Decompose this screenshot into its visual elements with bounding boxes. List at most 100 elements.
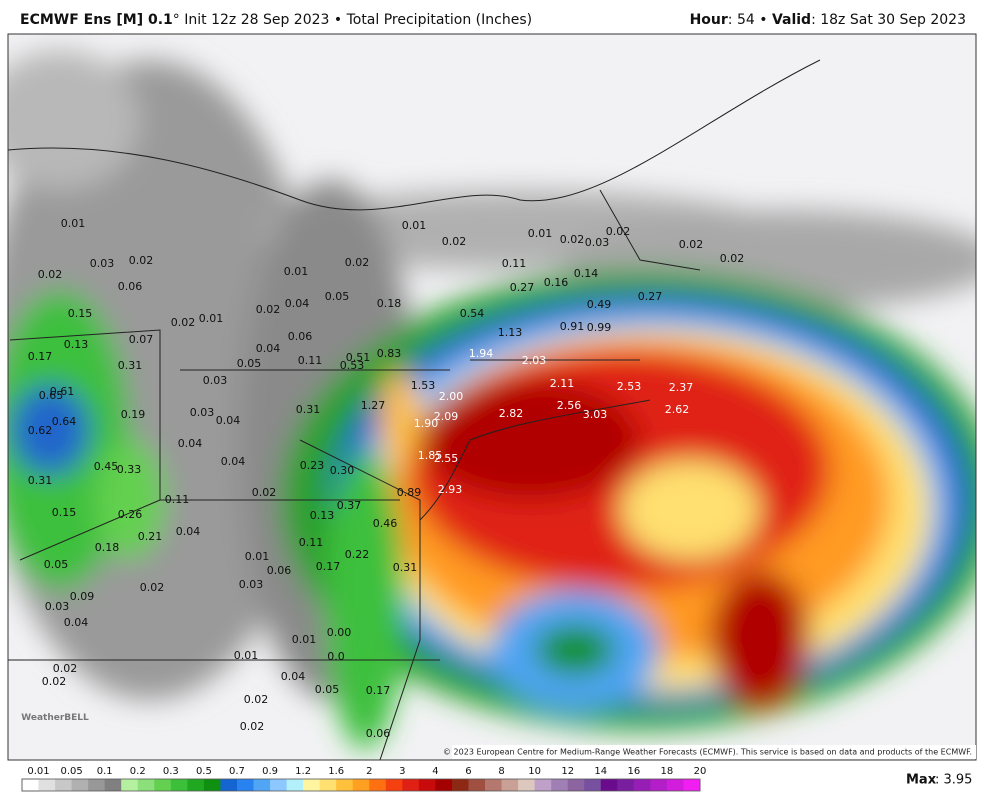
- scale-swatch: [369, 779, 387, 791]
- copyright-bg: [452, 745, 976, 759]
- precip-label: 0.13: [64, 338, 89, 351]
- scale-swatch: [187, 779, 205, 791]
- max-label: Max: [906, 773, 937, 788]
- scale-swatch: [650, 779, 668, 791]
- precip-label: 0.02: [129, 254, 154, 267]
- scale-swatch: [203, 779, 221, 791]
- precip-label: 0.11: [298, 354, 323, 367]
- scale-swatch: [683, 779, 701, 791]
- scale-swatch: [551, 779, 569, 791]
- precip-label: 1.85: [418, 449, 443, 462]
- scale-swatch: [236, 779, 255, 791]
- scale-label: 3: [399, 766, 405, 777]
- precip-label: 3.03: [583, 408, 608, 421]
- precip-label: 0.02: [345, 256, 370, 269]
- precip-label: 2.56: [557, 399, 582, 412]
- precip-label: 0.49: [587, 298, 612, 311]
- precip-label: 0.02: [252, 486, 277, 499]
- scale-swatch: [137, 779, 155, 791]
- precip-label: 0.01: [528, 227, 553, 240]
- precip-label: 0.02: [606, 225, 631, 238]
- precip-label: 0.14: [574, 267, 599, 280]
- scale-label: 0.9: [262, 766, 278, 777]
- precip-label: 2.93: [438, 483, 463, 496]
- precip-label: 0.01: [284, 265, 309, 278]
- precip-label: 0.02: [53, 662, 78, 675]
- precip-label: 0.03: [90, 257, 115, 270]
- precip-label: 0.0: [327, 650, 345, 663]
- precip-label: 0.18: [377, 297, 402, 310]
- scale-swatch: [71, 779, 89, 791]
- precip-label: 0.16: [544, 276, 569, 289]
- scale-label: 8: [498, 766, 504, 777]
- precip-label: 0.01: [292, 633, 317, 646]
- precip-label: 0.23: [300, 459, 325, 472]
- precip-label: 0.11: [299, 536, 324, 549]
- valid-label: Valid: [771, 12, 812, 28]
- precip-label: 0.31: [28, 474, 53, 487]
- precip-label: 0.03: [585, 236, 610, 249]
- precip-label: 0.05: [44, 558, 69, 571]
- scale-swatch: [319, 779, 337, 791]
- precip-label: 0.04: [281, 670, 306, 683]
- logo: WeatherBELL: [21, 713, 89, 723]
- precip-label: 0.06: [288, 330, 313, 343]
- precip-label: 0.05: [325, 290, 350, 303]
- scale-swatch: [584, 779, 602, 791]
- precip-label: 0.53: [340, 359, 365, 372]
- scale-label: 4: [432, 766, 438, 777]
- model-name: ECMWF Ens [M] 0.1: [20, 12, 173, 28]
- precip-label: 0.04: [216, 414, 241, 427]
- precip-label: 0.01: [61, 217, 86, 230]
- precip-label: 0.51: [346, 351, 371, 364]
- scale-swatch: [468, 779, 486, 791]
- scale-label: 16: [627, 766, 640, 777]
- precip-label: 0.11: [165, 493, 190, 506]
- scale-label: 0.2: [130, 766, 146, 777]
- precip-label: 1.90: [414, 417, 439, 430]
- precip-label: 0.01: [245, 550, 270, 563]
- precip-label: 0.02: [140, 581, 165, 594]
- scale-label: 0.1: [97, 766, 113, 777]
- scale-label: 6: [465, 766, 471, 777]
- scale-swatch: [352, 779, 370, 791]
- precip-label: 0.99: [587, 321, 612, 334]
- precip-label: 0.03: [45, 600, 70, 613]
- precip-label: 0.83: [377, 347, 402, 360]
- precip-label: 0.18: [95, 541, 120, 554]
- scale-swatch: [633, 779, 651, 791]
- precip-label: 0.02: [240, 720, 265, 733]
- precip-label: 0.01: [234, 649, 259, 662]
- precip-label: 0.03: [190, 406, 215, 419]
- precip-label: 0.06: [267, 564, 292, 577]
- precip-label: 0.31: [118, 359, 143, 372]
- precip-label: 0.89: [397, 486, 422, 499]
- scale-swatch: [567, 779, 585, 791]
- scale-label: 20: [694, 766, 707, 777]
- precip-label: 0.65: [39, 389, 64, 402]
- precip-label: 0.45: [94, 460, 119, 473]
- precip-label: 2.11: [550, 377, 575, 390]
- scale-swatch: [485, 779, 503, 791]
- precip-label: 0.02: [171, 316, 196, 329]
- precip-label: 0.13: [310, 509, 335, 522]
- scale-label: 12: [561, 766, 574, 777]
- precip-label: 2.00: [439, 390, 464, 403]
- scale-swatch: [600, 779, 618, 791]
- precip-label: 0.02: [442, 235, 467, 248]
- scale-swatch: [286, 779, 304, 791]
- scale-label: 10: [528, 766, 541, 777]
- boundaries: [8, 59, 821, 760]
- precip-label: 0.02: [38, 268, 63, 281]
- header-left: ECMWF Ens [M] 0.1° Init 12z 28 Sep 2023 …: [20, 12, 532, 28]
- precip-label: 0.01: [402, 219, 427, 232]
- precip-label: 0.04: [64, 616, 89, 629]
- scale-swatch: [154, 779, 172, 791]
- precip-label: 0.27: [638, 290, 663, 303]
- precip-label: 0.22: [345, 548, 370, 561]
- precip-label: 1.13: [498, 326, 523, 339]
- precip-label: 0.26: [118, 508, 143, 521]
- precip-label: 0.04: [178, 437, 203, 450]
- precip-label: 0.91: [560, 320, 585, 333]
